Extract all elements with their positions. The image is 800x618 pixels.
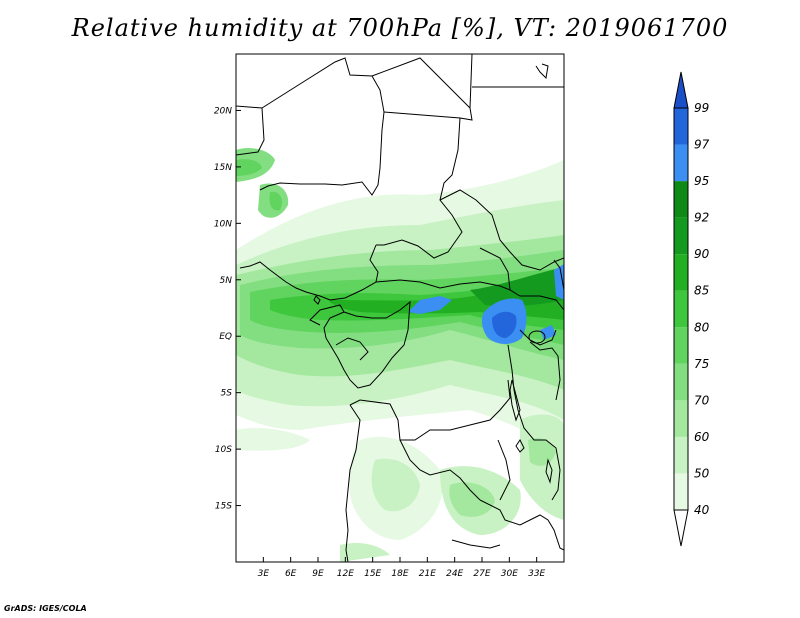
colorbar-bin [674,363,688,401]
lat-tick-label: 15S [215,502,232,512]
lon-tick-label: 15E [364,569,381,579]
humidity-field [236,54,564,562]
colorbar-bin [674,400,688,437]
lat-tick-label: 10S [215,445,232,455]
colorbar-label: 50 [694,466,710,480]
colorbar-label: 85 [694,284,709,298]
lon-tick-label: 18E [391,569,408,579]
lon-tick-label: 3E [258,569,270,579]
lon-tick-label: 33E [528,569,545,579]
grads-credit: GrADS: IGES/COLA [4,604,87,613]
lon-tick-label: 6E [285,569,297,579]
lat-tick-label: 15N [214,163,232,173]
colorbar-label: 60 [694,430,710,444]
colorbar-bin [674,108,688,145]
colorbar-label: 97 [694,138,710,152]
colorbar-bin [674,290,688,328]
colorbar-bin [674,473,688,510]
colorbar-bin [674,181,688,218]
lat-tick-label: 5S [221,389,233,399]
colorbar-label: 99 [694,101,709,115]
lon-tick-label: 24E [446,569,463,579]
lat-tick-label: 20N [214,106,232,116]
colorbar-label: 80 [694,320,710,334]
colorbar-label: 70 [694,393,710,407]
lat-axis: 20N 15N 10N 5N EQ 5S 10S 15S [214,106,241,512]
colorbar-bin [674,144,688,182]
lon-tick-label: 21E [419,569,436,579]
colorbar-outline [673,107,689,511]
lon-axis: 3E 6E 9E 12E 15E 18E 21E 24E 27E 30E 33E [258,557,546,579]
country-borders [236,54,564,562]
colorbar: 40 50 60 70 75 80 85 90 92 95 97 99 [673,71,710,547]
colorbar-label: 90 [694,247,710,261]
lat-tick-label: EQ [219,332,232,342]
colorbar-bin [674,436,688,474]
lon-tick-label: 30E [501,569,518,579]
colorbar-bin [674,217,688,255]
colorbar-bin [673,71,689,109]
colorbar-label: 95 [694,174,709,188]
lat-tick-label: 5N [220,276,233,286]
colorbar-bin [674,327,688,364]
colorbar-label: 92 [694,211,709,225]
colorbar-bin [674,254,688,291]
chart-title: Relative humidity at 700hPa [%], VT: 201… [71,14,729,42]
colorbar-bin [673,509,689,547]
lon-tick-label: 12E [337,569,354,579]
colorbar-label: 40 [694,503,710,517]
lakes [313,295,553,484]
lon-tick-label: 27E [473,569,490,579]
lat-tick-label: 10N [214,219,232,229]
lon-tick-label: 9E [312,569,324,579]
colorbar-label: 75 [694,357,709,371]
